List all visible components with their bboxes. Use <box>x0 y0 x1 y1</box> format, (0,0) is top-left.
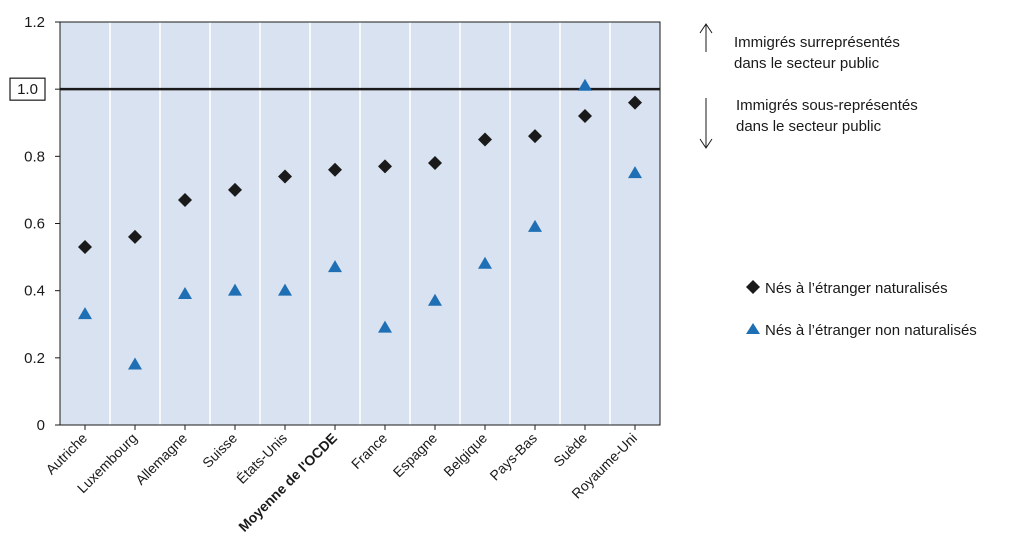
legend-label-non-naturalised: Nés à l’étranger non naturalisés <box>765 322 977 339</box>
data-points <box>78 78 642 370</box>
diamond-point <box>128 229 142 244</box>
diamond-point <box>378 159 392 174</box>
triangle-icon <box>746 323 760 334</box>
diamond-point <box>178 192 192 207</box>
x-tick-label: Allemagne <box>132 430 190 488</box>
diamond-point <box>628 95 642 110</box>
y-tick-label: 1.0 <box>17 81 38 98</box>
y-tick-label: 0.6 <box>24 216 45 233</box>
diamond-point <box>328 162 342 177</box>
triangle-point <box>428 293 442 306</box>
series-naturalised <box>78 95 642 255</box>
x-tick-label: Pays-Bas <box>486 430 540 484</box>
reference-label-box <box>9 77 46 101</box>
overrepresented-annotation: Immigrés surreprésentés dans le secteur … <box>699 23 900 72</box>
diamond-point <box>578 109 592 124</box>
legend-item-naturalised: Nés à l’étranger naturalisés <box>746 280 948 297</box>
category-bands <box>60 22 660 425</box>
diamond-icon <box>746 280 760 294</box>
underrepresented-line-2: dans le secteur public <box>736 118 882 135</box>
triangle-point <box>128 357 142 370</box>
triangle-point <box>628 166 642 179</box>
x-tick-label: Autriche <box>42 430 90 478</box>
x-tick-label: Suisse <box>199 430 240 471</box>
triangle-point <box>578 78 592 91</box>
diamond-point <box>228 182 242 197</box>
overrepresented-line-2: dans le secteur public <box>734 55 880 72</box>
y-axis: 0 0.2 0.4 0.6 0.8 1.0 1.2 <box>9 14 60 434</box>
triangle-point <box>528 219 542 232</box>
y-tick-label: 0.8 <box>24 148 45 165</box>
diamond-point <box>478 132 492 147</box>
y-tick-label: 0.2 <box>24 350 45 367</box>
triangle-point <box>478 256 492 269</box>
triangle-point <box>328 260 342 273</box>
legend: Nés à l’étranger naturalisés Nés à l’étr… <box>746 280 977 339</box>
triangle-point <box>178 287 192 300</box>
overrepresented-line-1: Immigrés surreprésentés <box>734 34 900 51</box>
diamond-point <box>278 169 292 184</box>
x-tick-label: Suède <box>550 430 590 470</box>
down-arrowhead-icon <box>699 138 713 149</box>
y-tick-label: 1.2 <box>24 14 45 31</box>
underrepresented-annotation: Immigrés sous-représentés dans le secteu… <box>699 97 918 149</box>
underrepresented-line-1: Immigrés sous-représentés <box>736 97 918 114</box>
y-tick-label: 0 <box>37 417 45 434</box>
diamond-point <box>78 240 92 255</box>
triangle-point <box>78 307 92 320</box>
x-tick-label: France <box>348 430 390 472</box>
x-tick-label: Moyenne de l'OCDE <box>235 430 340 535</box>
diamond-point <box>428 156 442 171</box>
x-tick-label: Espagne <box>390 430 441 481</box>
triangle-point <box>278 283 292 296</box>
up-arrowhead-icon <box>699 23 713 34</box>
legend-item-non-naturalised: Nés à l’étranger non naturalisés <box>746 322 977 339</box>
diamond-point <box>528 129 542 144</box>
triangle-point <box>378 320 392 333</box>
y-tick-label: 0.4 <box>24 283 45 300</box>
series-non-naturalised <box>78 78 642 370</box>
triangle-point <box>228 283 242 296</box>
x-tick-label: Belgique <box>440 430 490 480</box>
legend-label-naturalised: Nés à l’étranger naturalisés <box>765 280 948 297</box>
